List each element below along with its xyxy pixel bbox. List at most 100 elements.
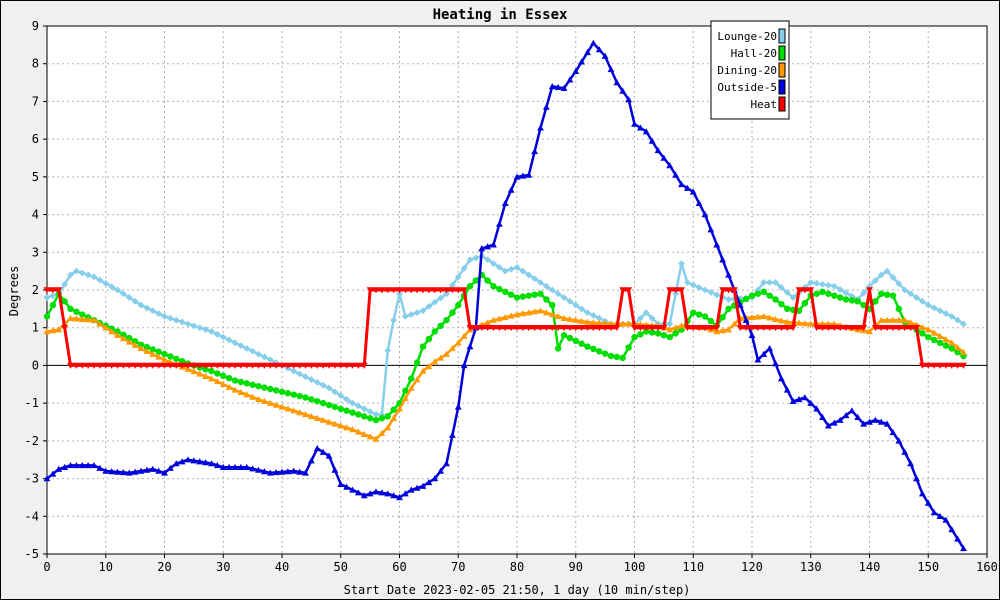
data-point [736,301,744,308]
data-point [537,307,544,314]
data-point [783,324,791,332]
data-point [754,286,762,294]
data-point [419,367,427,374]
data-point [443,350,450,357]
chart-title: Heating in Essex [433,7,568,23]
data-point [390,414,398,421]
data-point [625,287,633,294]
data-point [954,316,962,324]
data-point [137,467,145,474]
data-point [601,52,609,59]
data-point [742,324,750,332]
data-point [431,298,439,306]
data-point [325,401,333,409]
data-point [167,353,174,360]
data-point [666,287,674,294]
data-point [889,316,897,323]
data-point [954,535,962,542]
data-point [449,309,456,316]
x-tick-label: 120 [741,560,763,574]
data-point [225,336,233,344]
data-point [860,324,868,332]
data-point [72,267,80,275]
data-point [319,416,327,423]
data-point [143,466,151,473]
x-tick-label: 30 [216,560,230,574]
data-point [948,526,956,533]
data-point [601,324,609,332]
data-point [401,287,409,294]
data-point [401,395,409,402]
y-axis-label: Degrees [7,266,21,317]
data-point [43,475,51,482]
data-point [742,295,750,303]
data-point [589,319,597,326]
data-point [431,475,439,482]
data-point [231,463,239,470]
data-point [149,346,156,353]
data-point [531,291,538,298]
data-point [554,290,562,298]
data-point [772,324,779,332]
data-point [137,345,145,352]
data-point [507,312,515,319]
data-point [390,492,398,499]
data-point [660,154,668,161]
data-point [114,286,121,294]
data-point [542,103,550,110]
data-point [372,416,380,424]
data-point [766,279,774,286]
data-point [202,326,210,333]
data-point [889,274,897,281]
data-point [830,282,838,290]
data-point [343,424,351,431]
data-point [848,324,856,332]
data-point [736,324,744,332]
data-point [290,467,298,474]
data-point [925,333,932,341]
data-point [466,343,474,350]
data-point [349,399,356,407]
data-point [366,490,374,497]
legend-label: Lounge-20 [717,30,777,43]
data-point [343,395,351,403]
data-point [225,374,233,382]
data-point [55,465,63,472]
data-point [501,313,509,321]
data-point [948,313,956,320]
data-point [578,324,586,332]
data-point [237,362,245,369]
data-point [866,328,873,335]
data-point [290,362,298,369]
data-point [125,469,133,476]
data-point [255,350,262,358]
data-point [648,324,656,332]
data-point [149,465,157,472]
data-point [936,307,944,315]
data-point [883,420,891,427]
data-point [331,403,339,411]
data-point [114,331,121,338]
data-point [713,324,721,332]
data-point [319,399,327,407]
data-point [43,294,51,301]
data-point [495,220,503,227]
data-point [266,399,274,406]
data-point [231,386,239,393]
data-point [296,392,303,400]
data-point [79,311,86,318]
data-point [137,301,145,309]
data-point [542,324,550,332]
data-point [795,319,803,326]
data-point [308,396,315,403]
data-point [807,287,815,294]
data-point [448,287,456,294]
data-point [372,287,380,294]
data-point [272,362,280,369]
data-point [184,362,192,369]
data-point [249,465,257,472]
data-point [278,403,286,410]
data-point [566,315,574,322]
data-point [331,466,339,473]
y-tick-label: 2 [32,283,39,297]
